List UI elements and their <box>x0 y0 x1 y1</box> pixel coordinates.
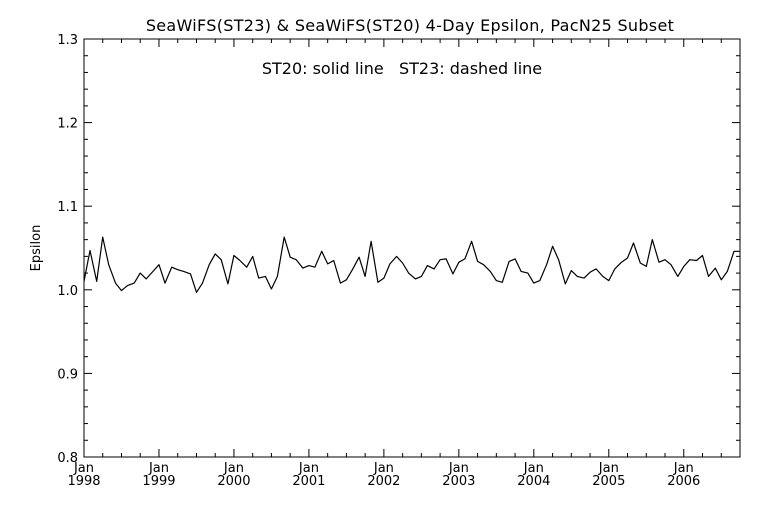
x-tick-month-label: Jan <box>673 461 694 476</box>
x-tick-year-label: 1999 <box>142 474 175 489</box>
series-layer <box>83 236 740 293</box>
chart-title: SeaWiFS(ST23) & SeaWiFS(ST20) 4-Day Epsi… <box>146 16 674 35</box>
x-tick-month-label: Jan <box>298 461 319 476</box>
x-tick-month-label: Jan <box>523 461 544 476</box>
x-tick-month-label: Jan <box>73 461 94 476</box>
y-tick-label: 0.8 <box>57 451 78 466</box>
x-tick-month-label: Jan <box>598 461 619 476</box>
x-tick-year-label: 2001 <box>292 474 325 489</box>
y-axis-label: Epsilon <box>29 225 44 272</box>
y-tick-label: 0.9 <box>57 367 78 382</box>
series-line-st20 <box>83 236 740 293</box>
x-tick-year-label: 2004 <box>517 474 550 489</box>
y-tick-label: 1.2 <box>57 117 78 132</box>
y-tick-label: 1.0 <box>57 284 78 299</box>
x-tick-month-label: Jan <box>148 461 169 476</box>
x-tick-year-label: 2005 <box>592 474 625 489</box>
x-tick-year-label: 1998 <box>67 474 100 489</box>
x-axis: Jan1998Jan1999Jan2000Jan2001Jan2002Jan20… <box>67 39 741 489</box>
plot-frame <box>83 38 741 458</box>
y-tick-label: 1.1 <box>57 200 78 215</box>
y-axis: 0.8 0.9 1.0 1.1 1.2 1.3 <box>57 33 740 466</box>
x-tick-month-label: Jan <box>373 461 394 476</box>
x-tick-month-label: Jan <box>223 461 244 476</box>
x-tick-year-label: 2003 <box>442 474 475 489</box>
line-style-annotation: ST20: solid line ST23: dashed line <box>262 59 542 78</box>
x-tick-year-label: 2000 <box>217 474 250 489</box>
x-tick-month-label: Jan <box>448 461 469 476</box>
y-tick-label: 1.3 <box>57 33 78 48</box>
x-tick-year-label: 2006 <box>667 474 700 489</box>
x-tick-year-label: 2002 <box>367 474 400 489</box>
